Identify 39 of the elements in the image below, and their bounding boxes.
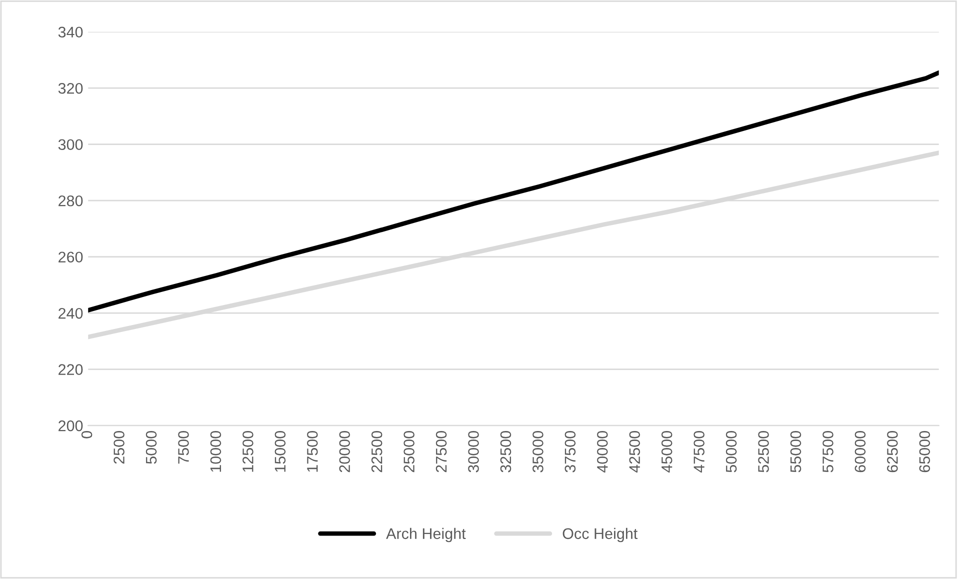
x-tick-label: 35000 [532, 431, 544, 472]
x-tick-label: 50000 [726, 431, 737, 472]
x-tick-label: 12500 [242, 431, 254, 472]
y-tick-label: 320 [58, 82, 83, 94]
x-tick-label: 37500 [564, 431, 576, 472]
x-tick-label: 15000 [274, 431, 286, 472]
x-tick-label: 5000 [146, 431, 157, 464]
x-tick-label: 65000 [919, 431, 930, 472]
line-series [88, 150, 939, 340]
x-tick-label: 42500 [629, 431, 640, 473]
x-tick-label: 22500 [371, 431, 382, 472]
x-tick-label: 62500 [887, 431, 898, 472]
x-tick-label: 40000 [596, 431, 608, 473]
x-tick-label: 32500 [500, 431, 512, 472]
x-tick-label: 2500 [114, 431, 124, 464]
line-series [88, 70, 939, 312]
x-tick-label: 45000 [661, 431, 672, 473]
x-tick-label: 0 [81, 431, 92, 438]
y-tick-label: 280 [58, 195, 83, 206]
y-tick-label: 260 [58, 252, 83, 263]
y-tick-label: 220 [58, 364, 83, 376]
x-tick-label: 30000 [468, 431, 479, 472]
y-tick-label: 240 [58, 308, 83, 319]
x-tick-label: 10000 [210, 431, 222, 472]
x-tick-label: 55000 [790, 431, 802, 472]
legend-label: Arch Height [386, 528, 466, 542]
x-tick-label: 57500 [822, 431, 834, 472]
x-tick-label: 17500 [306, 431, 318, 472]
x-tick-label: 27500 [436, 431, 447, 472]
x-tick-label: 60000 [854, 431, 866, 472]
x-tick-label: 25000 [404, 431, 414, 472]
y-tick-label: 200 [58, 420, 83, 432]
legend-label: Occ Height [562, 528, 638, 542]
x-tick-label: 52500 [758, 431, 769, 472]
x-tick-label: 7500 [178, 431, 189, 464]
y-tick-label: 300 [58, 139, 83, 150]
y-tick-label: 340 [58, 26, 83, 38]
x-tick-label: 20000 [339, 431, 350, 472]
x-tick-label: 47500 [694, 431, 704, 473]
